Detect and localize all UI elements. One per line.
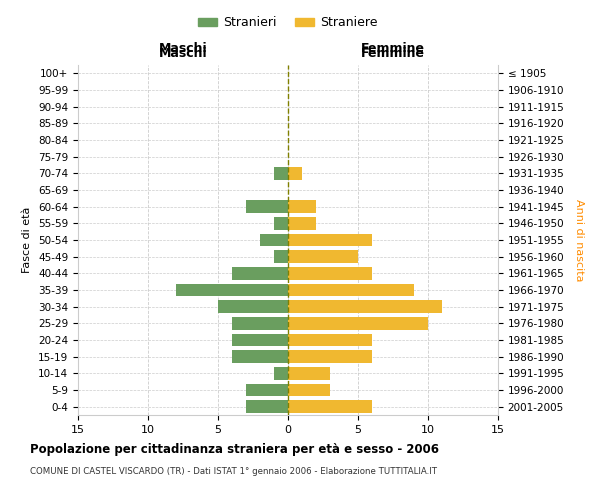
Bar (232, 317, 288, 330)
Bar (288, 250, 358, 263)
Legend: Stranieri, Straniere: Stranieri, Straniere (193, 11, 383, 34)
Bar (288, 167, 302, 179)
Bar (176, 284, 288, 296)
Bar (288, 234, 372, 246)
Bar (288, 400, 372, 413)
Bar (274, 367, 288, 380)
Y-axis label: Fasce di età: Fasce di età (22, 207, 32, 273)
Bar (274, 217, 288, 230)
Bar (288, 200, 316, 213)
Bar (246, 384, 288, 396)
Bar (288, 384, 330, 396)
Bar (288, 284, 414, 296)
Text: Popolazione per cittadinanza straniera per età e sesso - 2006: Popolazione per cittadinanza straniera p… (30, 442, 439, 456)
Text: Maschi: Maschi (158, 42, 208, 55)
Bar (288, 317, 428, 330)
Bar (246, 400, 288, 413)
Bar (288, 334, 372, 346)
Bar (260, 234, 288, 246)
Text: Femmine: Femmine (361, 47, 425, 60)
Bar (288, 300, 442, 313)
Bar (218, 300, 288, 313)
Y-axis label: Anni di nascita: Anni di nascita (574, 198, 584, 281)
Text: Maschi: Maschi (158, 47, 208, 60)
Bar (232, 334, 288, 346)
Bar (288, 350, 372, 363)
Bar (288, 367, 330, 380)
Bar (246, 200, 288, 213)
Text: Femmine: Femmine (361, 42, 425, 55)
Text: COMUNE DI CASTEL VISCARDO (TR) - Dati ISTAT 1° gennaio 2006 - Elaborazione TUTTI: COMUNE DI CASTEL VISCARDO (TR) - Dati IS… (30, 468, 437, 476)
Bar (232, 267, 288, 280)
Bar (274, 250, 288, 263)
Bar (288, 267, 372, 280)
Bar (288, 217, 316, 230)
Bar (232, 350, 288, 363)
Bar (274, 167, 288, 179)
